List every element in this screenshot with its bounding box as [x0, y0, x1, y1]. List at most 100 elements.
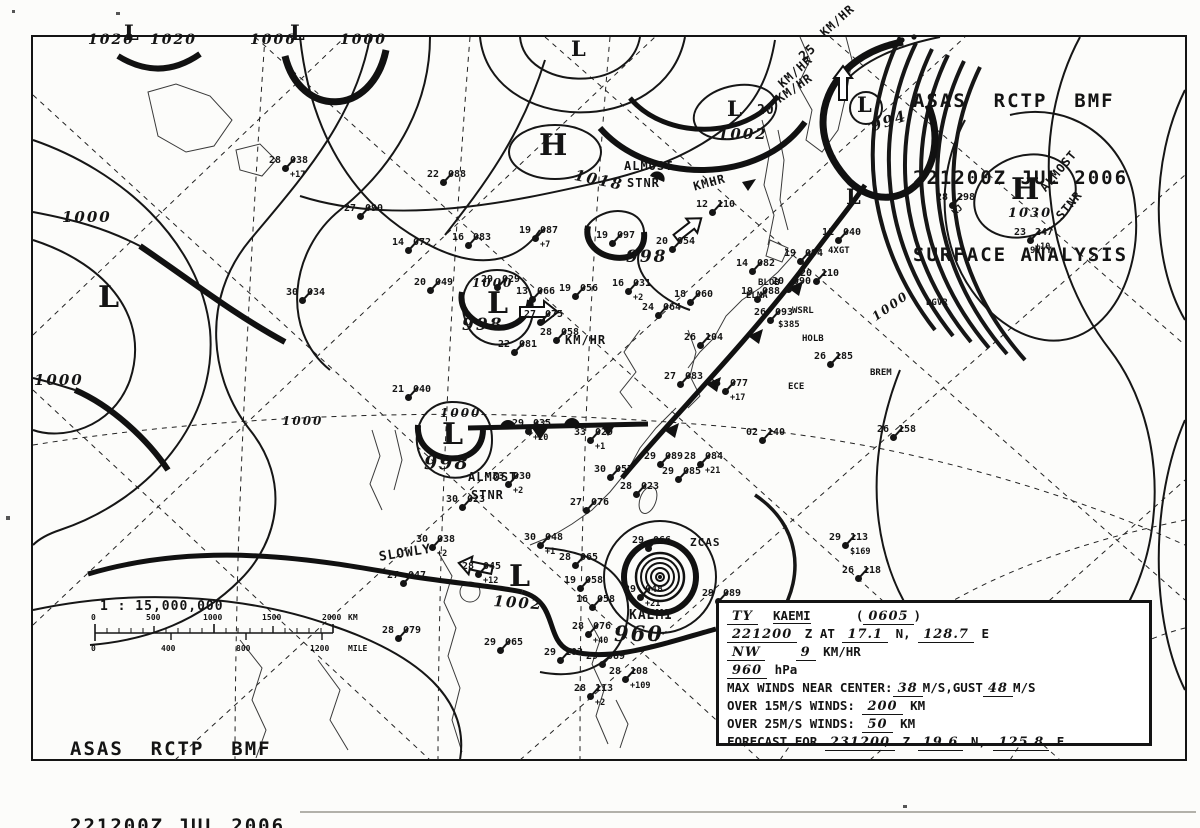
station-temp: 28 [608, 666, 621, 677]
typhoon-info-row: FORECAST FOR 231200 Z 19.6 N, 125.8 E [727, 733, 1141, 751]
map-label: 960 [614, 621, 664, 646]
station-temp: 19 [518, 225, 531, 236]
station-pressure: 110 [821, 268, 840, 279]
product-id: ASAS RCTP BMF [70, 738, 272, 761]
station-dot [497, 647, 504, 654]
printed-label: E [973, 626, 989, 641]
station-pressure: 113 [595, 683, 614, 694]
map-label: DGVR [926, 298, 948, 308]
station-dot [465, 242, 472, 249]
map-label: BREM [870, 368, 892, 378]
station-pressure: 298 [957, 192, 976, 203]
station-dot [599, 661, 606, 668]
station-pressure: 158 [898, 424, 917, 435]
movement-arrows [457, 64, 854, 577]
station-temp: 29 [631, 535, 644, 546]
map-label: KAEMI [629, 608, 674, 623]
map-label: 1000 [440, 406, 482, 420]
station-temp: 22 [497, 339, 510, 350]
station-dot [577, 585, 584, 592]
pressure-center-label: L [727, 96, 742, 121]
printed-label: M/S [1012, 680, 1036, 695]
station-extra: +12 [483, 576, 499, 586]
station-temp: 22 [426, 169, 439, 180]
pressure-center-label: L [487, 286, 509, 321]
printed-label: ( [810, 608, 864, 623]
station-dot [797, 258, 804, 265]
station-dot [625, 288, 632, 295]
station-dot [1027, 237, 1034, 244]
station-temp: 28 [935, 192, 948, 203]
scale-km-tick: 1000 [203, 613, 223, 622]
station-extra: +109 [630, 681, 651, 691]
printed-label: KM [902, 698, 926, 713]
station-temp: 29 [480, 274, 493, 285]
station-dot [587, 693, 594, 700]
station-temp: 16 [611, 278, 624, 289]
scan-speck [116, 12, 120, 15]
map-label: 1006 [250, 32, 297, 48]
station-temp: 30 [593, 464, 606, 475]
pressure-center-label: L [857, 92, 872, 117]
station-pressure: 049 [435, 277, 454, 288]
station-pressure: 085 [683, 466, 702, 477]
typhoon-symbol-kaemi [634, 551, 686, 603]
chart-type: SURFACE ANALYSIS [913, 244, 1129, 267]
station-pressure: 040 [413, 384, 432, 395]
map-label: ALMOST [624, 159, 674, 173]
handwritten-value: 125.8 [993, 735, 1050, 751]
station-temp: 13 [515, 286, 528, 297]
station-dot [440, 179, 447, 186]
station-dot [835, 237, 842, 244]
printed-label: OVER 25M/S WINDS: [727, 716, 863, 731]
station-pressure: 029 [502, 274, 521, 285]
scale-mile-unit: MILE [348, 644, 368, 653]
station-pressure: 029 [595, 427, 614, 438]
station-temp: 30 [285, 287, 298, 298]
station-pressure: 090 [365, 203, 384, 214]
station-pressure: 056 [580, 283, 599, 294]
map-label: 1000 [62, 208, 112, 226]
map-label: 1000 [34, 371, 84, 389]
typhoon-info-row: 960 hPa [727, 661, 1141, 679]
scale-mile-tick: 0 [91, 644, 96, 653]
map-label: 20 [757, 103, 775, 118]
station-pressure: 035 [533, 418, 552, 429]
station-extra: +1 [545, 547, 556, 557]
map-label: 1030 [1008, 206, 1053, 221]
station-temp: 14 [391, 237, 404, 248]
station-dot [405, 394, 412, 401]
station-temp: 29 [511, 418, 524, 429]
map-label: ZCAS [690, 536, 721, 549]
station-temp: 27 [569, 497, 582, 508]
station-pressure: 054 [677, 236, 696, 247]
printed-label: Z [895, 734, 918, 749]
scale-mile-tick: 1200 [310, 644, 330, 653]
station-temp: 19 [558, 283, 571, 294]
station-dot [475, 571, 482, 578]
printed-label: E [1049, 734, 1065, 749]
map-label: BLOB [758, 278, 780, 288]
station-temp: 26 [683, 332, 696, 343]
station-dot [697, 342, 704, 349]
handwritten-value: 221200 [727, 627, 798, 643]
printed-label: hPa [767, 662, 798, 677]
station-temp: 33 [573, 427, 586, 438]
handwritten-value: 960 [727, 663, 768, 679]
map-label: $385 [778, 320, 800, 330]
station-pressure: 110 [717, 199, 736, 210]
title-block-bottom-left: ASAS RCTP BMF 221200Z JUL 2006 SURFACE A… [70, 686, 285, 828]
station-pressure: 094 [805, 248, 824, 259]
station-dot [785, 286, 792, 293]
station-temp: 27 [523, 309, 536, 320]
handwritten-value: 0605 [863, 609, 914, 625]
station-pressure: 058 [585, 575, 604, 586]
station-pressure: 089 [607, 651, 626, 662]
pressure-center-label: L [571, 36, 586, 61]
station-temp: 28 [683, 451, 696, 462]
station-pressure: 031 [633, 278, 652, 289]
station-dot [609, 240, 616, 247]
station-temp: 20 [799, 268, 812, 279]
station-temp: 20 [655, 236, 668, 247]
station-dot [494, 284, 501, 291]
